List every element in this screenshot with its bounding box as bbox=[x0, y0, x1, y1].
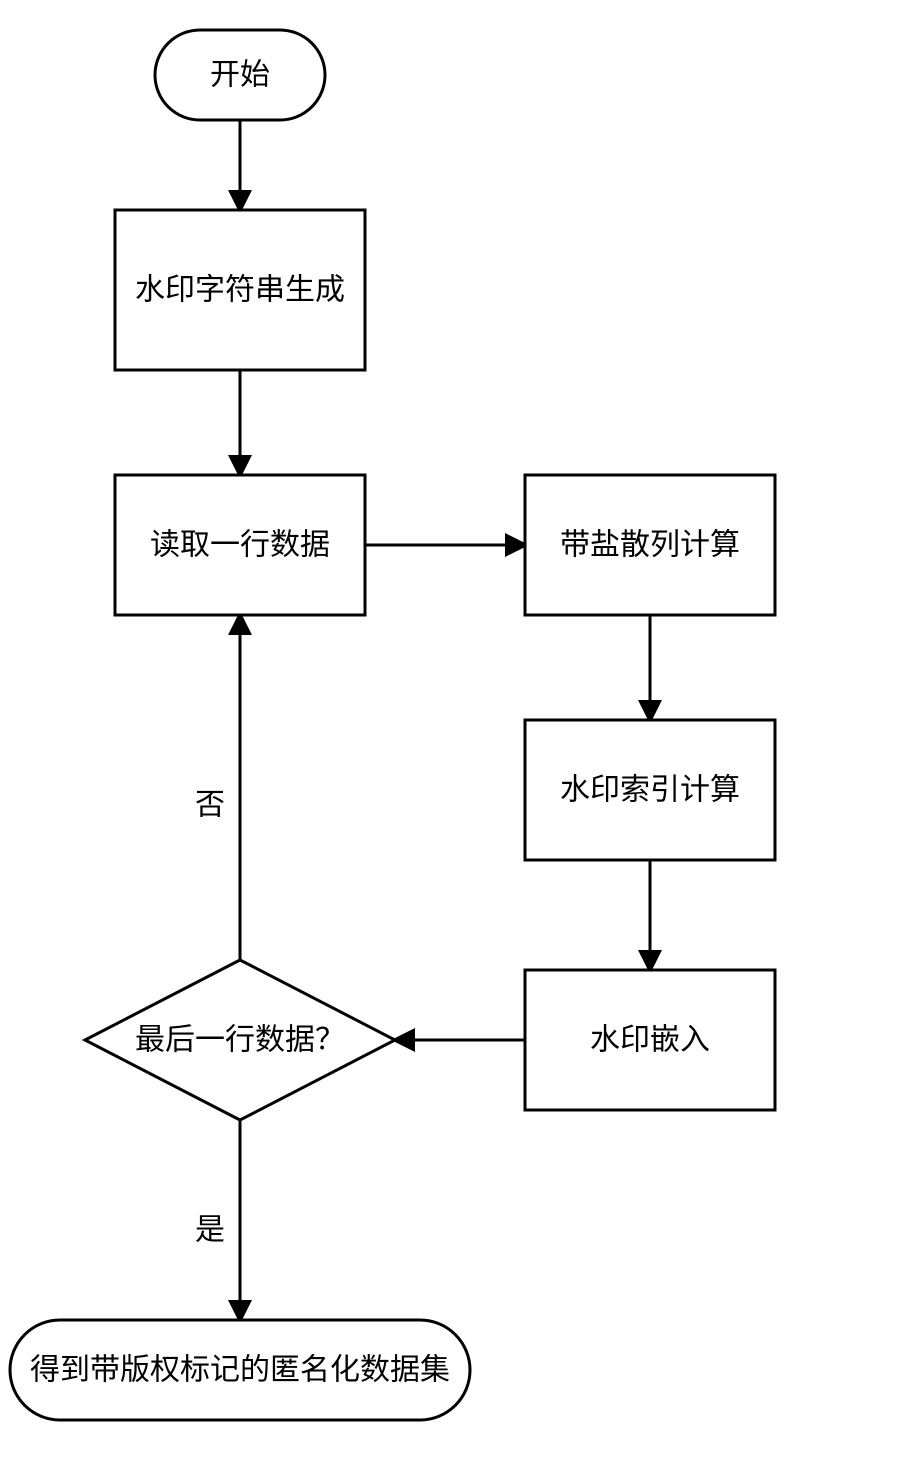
flowchart-diagram: 否是 开始水印字符串生成读取一行数据 带盐散列计算水印索引计算水印嵌入 最后一行数据？… bbox=[0, 0, 908, 1472]
node-label-read_row: 读取一行数据 bbox=[150, 529, 330, 562]
node-label-end: 得到带版权标记的匿名化数据集 bbox=[30, 1354, 450, 1387]
node-end: 得到带版权标记的匿名化数据集 bbox=[10, 1320, 470, 1420]
node-label-salt_hash: 带盐散列计算 bbox=[560, 529, 740, 562]
node-salt_hash: 带盐散列计算 bbox=[525, 475, 775, 615]
node-label-decision: 最后一行数据？ bbox=[135, 1024, 345, 1057]
node-gen_watermark: 水印字符串生成 bbox=[115, 210, 365, 370]
node-decision: 最后一行数据？ bbox=[85, 960, 395, 1120]
nodes-group: 开始水印字符串生成读取一行数据 带盐散列计算水印索引计算水印嵌入 最后一行数据？ 得到… bbox=[10, 30, 775, 1420]
node-read_row: 读取一行数据 bbox=[115, 475, 365, 615]
node-start: 开始 bbox=[155, 30, 325, 120]
node-label-gen_watermark: 水印字符串生成 bbox=[135, 274, 345, 307]
node-index_calc: 水印索引计算 bbox=[525, 720, 775, 860]
node-label-embed: 水印嵌入 bbox=[590, 1024, 710, 1057]
node-embed: 水印嵌入 bbox=[525, 970, 775, 1110]
node-label-index_calc: 水印索引计算 bbox=[560, 774, 740, 807]
edge-label-decision-end: 是 bbox=[195, 1214, 225, 1247]
edge-label-decision-read_row: 否 bbox=[195, 789, 225, 822]
node-label-start: 开始 bbox=[210, 59, 270, 92]
